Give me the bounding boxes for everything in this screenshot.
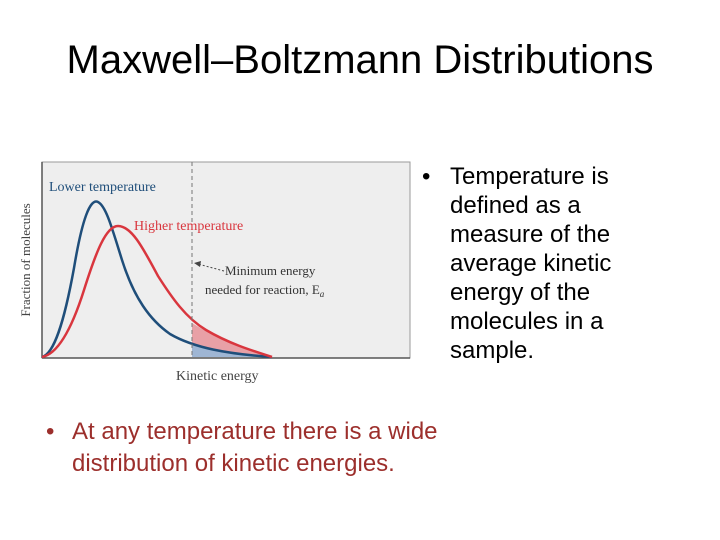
right-bullet-text: Temperature is defined as a measure of t… [450,163,612,364]
minimum-energy-text: needed for reaction, E [205,282,320,297]
lower-temperature-label: Lower temperature [49,180,156,195]
minimum-energy-label-line1: Minimum energy [225,263,316,278]
minimum-energy-label-line2: needed for reaction, Ea [205,282,325,299]
ea-arrow-line [197,263,225,272]
bullet-dot: • [46,418,55,445]
plot-panel [41,161,411,359]
higher-temperature-curve [41,224,273,359]
higher-temperature-label: Higher temperature [134,219,243,234]
bullet-dot: • [422,163,431,190]
x-axis-label: Kinetic energy [176,369,259,384]
y-axis-label: Fraction of molecules [18,203,33,316]
slide-title: Maxwell–Boltzmann Distributions [66,38,654,82]
distribution-graph: Fraction of molecules Kinetic energy Low… [18,161,411,384]
lower-temperature-curve [41,200,273,359]
ea-arrow-head [194,261,201,267]
ea-subscript: a [320,289,325,299]
bottom-bullet-text: At any temperature there is a wide distr… [72,418,438,477]
maxwell-boltzmann-figure: Fraction of molecules Kinetic energy Low… [18,158,416,390]
lower-temp-tail-fill [192,343,272,357]
